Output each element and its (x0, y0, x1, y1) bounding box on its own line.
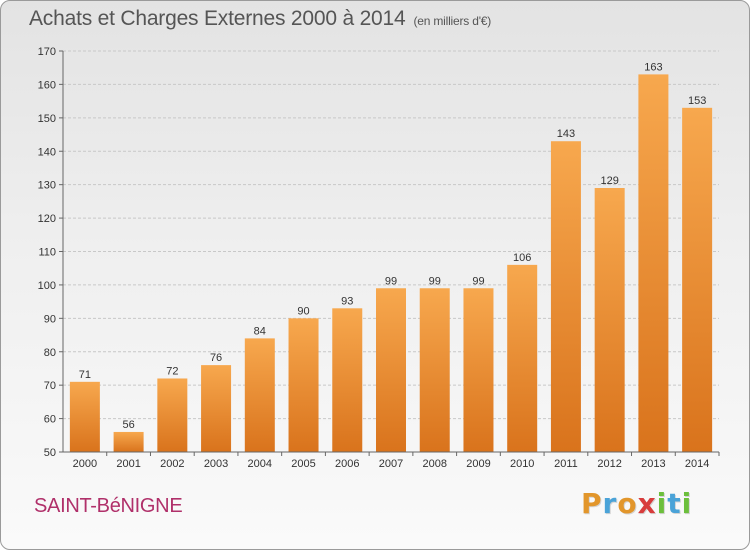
y-tick-label: 150 (38, 113, 56, 125)
data-label-2003: 76 (210, 352, 222, 364)
x-tick-label-2009: 2009 (466, 458, 490, 470)
bar-2009 (463, 288, 494, 452)
y-tick-label: 50 (44, 447, 56, 459)
y-tick-label: 160 (38, 79, 56, 91)
chart-title: Achats et Charges Externes 2000 à 2014 (e… (29, 7, 491, 31)
logo-letter: i (681, 487, 693, 520)
axis-layer: 50 60 70 80 90 100 110 120 130 140 150 160 170 2000 20… (38, 46, 720, 470)
commune-name: SAINT-BéNIGNE (34, 495, 183, 517)
x-tick-label-2011: 2011 (554, 458, 578, 470)
bar-2003 (201, 365, 232, 452)
data-label-2000: 71 (79, 369, 91, 381)
data-label-2014: 153 (688, 95, 706, 107)
bar-2010 (507, 264, 538, 452)
y-tick-label: 110 (38, 247, 56, 259)
data-label-2002: 72 (166, 365, 178, 377)
x-tick-label-2007: 2007 (379, 458, 403, 470)
data-label-2001: 56 (122, 419, 134, 431)
data-label-2012: 129 (600, 175, 618, 187)
x-tick-label-2014: 2014 (685, 458, 709, 470)
y-tick-label: 170 (38, 46, 56, 58)
chart-title-text: Achats et Charges Externes 2000 à 2014 (29, 7, 406, 30)
logo-letter: r (602, 487, 618, 520)
y-tick-label: 140 (38, 146, 56, 158)
y-tick-label: 60 (44, 414, 56, 426)
data-label-2013: 163 (644, 61, 662, 73)
bar-2008 (419, 288, 450, 452)
data-label-2004: 84 (254, 325, 266, 337)
y-tick-label: 130 (38, 180, 56, 192)
logo-letter: x (637, 487, 657, 520)
data-label-2009: 99 (472, 275, 484, 287)
bar-2002 (157, 378, 188, 452)
x-tick-label-2010: 2010 (510, 458, 534, 470)
x-tick-label-2002: 2002 (160, 458, 184, 470)
x-tick-label-2006: 2006 (335, 458, 359, 470)
bar-2011 (550, 141, 581, 452)
data-label-2011: 143 (557, 128, 575, 140)
y-tick-label: 100 (38, 280, 56, 292)
bar-2006 (332, 308, 363, 452)
chart-subtitle: (en milliers d'€) (413, 14, 492, 28)
logo-letter: i (656, 487, 668, 520)
y-tick-label: 80 (44, 347, 56, 359)
y-tick-label: 70 (44, 380, 56, 392)
bar-2012 (594, 188, 625, 452)
bar-layer: 71 56 72 76 84 90 93 99 99 99 106 143 129 163 153 (69, 61, 713, 453)
bar-2005 (288, 318, 319, 452)
logo-letter: P (581, 487, 603, 520)
bar-2000 (69, 381, 100, 452)
data-label-2007: 99 (385, 275, 397, 287)
x-tick-label-2004: 2004 (248, 458, 272, 470)
x-tick-label-2008: 2008 (422, 458, 446, 470)
bar-2004 (244, 338, 275, 452)
bar-2013 (638, 74, 669, 453)
bar-2014 (682, 107, 713, 452)
proxiti-logo: Proxiti (581, 487, 692, 520)
logo-letter: o (617, 487, 638, 520)
y-tick-label: 120 (38, 213, 56, 225)
bar-2007 (376, 288, 406, 452)
x-tick-label-2003: 2003 (204, 458, 228, 470)
data-label-2010: 106 (513, 252, 531, 264)
x-tick-label-2012: 2012 (597, 458, 621, 470)
bar-2001 (113, 431, 144, 452)
data-label-2006: 93 (341, 295, 353, 307)
data-label-2005: 90 (297, 305, 309, 317)
x-tick-label-2013: 2013 (641, 458, 665, 470)
x-tick-label-2000: 2000 (73, 458, 97, 470)
x-tick-label-2001: 2001 (116, 458, 140, 470)
y-tick-label: 90 (44, 313, 56, 325)
logo-letter: t (667, 487, 682, 520)
data-label-2008: 99 (429, 275, 441, 287)
x-tick-label-2005: 2005 (291, 458, 315, 470)
